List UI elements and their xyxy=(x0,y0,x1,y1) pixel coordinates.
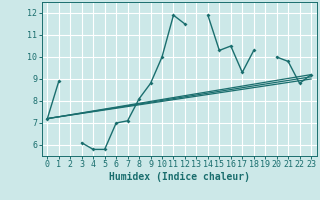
X-axis label: Humidex (Indice chaleur): Humidex (Indice chaleur) xyxy=(109,172,250,182)
